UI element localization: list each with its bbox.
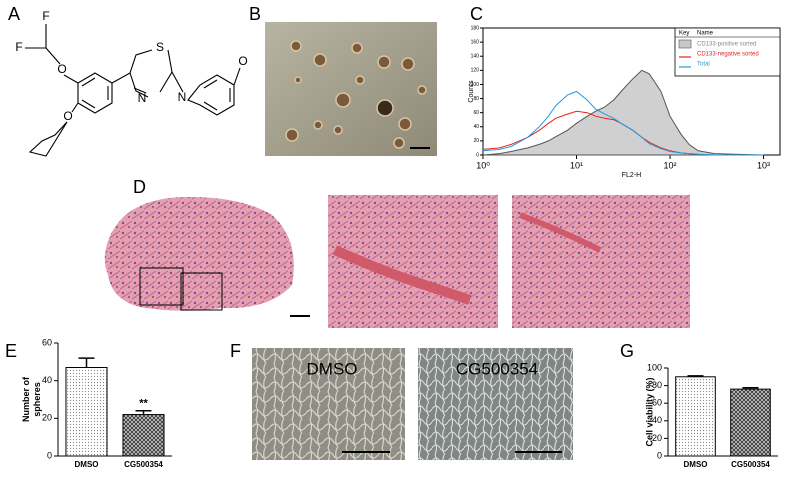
legend-box: [674, 27, 781, 77]
x-tick-label: CG500354: [124, 460, 163, 469]
y-axis-label: Counts: [468, 80, 475, 103]
spheres: [285, 40, 427, 149]
bar: [65, 366, 108, 457]
panel-c: C 10⁰ 10¹ 10² 10³ 0 20 40 60 80 100 120 140 160 180 FL…: [468, 4, 781, 179]
y-tick-label: 40: [42, 375, 52, 385]
error-bar: [742, 387, 759, 390]
legend-label: CD133-negative sorted: [697, 52, 759, 58]
y-tick-label: 40: [473, 124, 479, 130]
area: [482, 69, 764, 156]
panel-label: F: [230, 341, 241, 361]
atom: F: [15, 40, 22, 54]
y-tick-label: 20: [42, 413, 52, 423]
y-axis-label: spheres: [32, 382, 42, 417]
y-tick-label: 180: [471, 25, 480, 31]
x-tick-label: 10²: [664, 160, 677, 170]
y-tick-label: 0: [47, 450, 52, 460]
y-axis-label: Number of: [21, 376, 31, 422]
y-tick-label: 100: [471, 82, 480, 88]
histology-zoom: [512, 195, 690, 328]
phase-image: [252, 348, 405, 460]
x-tick-label: DMSO: [75, 460, 99, 469]
y-tick-label: 60: [652, 398, 662, 408]
panel-d: D: [104, 177, 690, 328]
atom: S: [156, 40, 164, 54]
atom: O: [238, 54, 247, 68]
legend-swatch: [678, 39, 692, 49]
x-tick-label: 10⁰: [476, 160, 490, 170]
atom: F: [42, 9, 49, 23]
y-tick-label: 100: [647, 362, 662, 372]
phase-image: [418, 348, 573, 460]
legend-header: Key: [679, 31, 689, 37]
y-tick-label: 80: [473, 96, 479, 102]
panel-a: A F F O O S N N O: [8, 4, 248, 157]
panel-f: F DMSO CG500354: [230, 341, 573, 460]
y-axis-label: Cell viability (%): [644, 377, 654, 446]
roi-box: [139, 267, 184, 306]
y-tick-label: 160: [471, 39, 480, 45]
tissue-section: [104, 196, 294, 311]
panel-label: C: [470, 4, 483, 24]
legend-label: CD133-positive sorted: [697, 42, 756, 48]
panel-label: D: [133, 177, 146, 197]
y-tick-label: 60: [42, 337, 52, 347]
atom: O: [57, 62, 66, 76]
x-axis-label: FL2-H: [622, 172, 641, 179]
tissue-feature: [332, 245, 472, 305]
y-tick-label: 120: [471, 68, 480, 74]
error-bar: [135, 410, 152, 415]
legend-header: Name: [697, 31, 714, 37]
panel-label: E: [5, 341, 17, 361]
panel-label: A: [8, 4, 20, 24]
bar: [730, 388, 771, 457]
atom: N: [178, 90, 187, 104]
atom: O: [63, 109, 72, 123]
y-tick-label: 40: [652, 415, 662, 425]
significance-label: **: [139, 398, 148, 410]
panel-e: E 0 20 40 60 Number of spheres DMSO CG500354 **: [5, 337, 172, 469]
panel-label: B: [249, 4, 261, 24]
x-tick-label: 10³: [757, 160, 770, 170]
y-tick-label: 60: [473, 110, 479, 116]
x-tick-label: 10¹: [570, 160, 583, 170]
image-label: CG500354: [456, 359, 538, 378]
y-tick-label: 140: [471, 54, 480, 60]
image-label: DMSO: [307, 359, 358, 378]
structure-bonds: [25, 24, 241, 157]
tissue-feature: [518, 212, 602, 253]
error-bar: [687, 375, 704, 377]
atom: N: [138, 91, 147, 105]
y-tick-label: 0: [657, 450, 662, 460]
y-tick-label: 80: [652, 380, 662, 390]
y-tick-label: 0: [476, 152, 479, 158]
y-tick-label: 20: [473, 138, 479, 144]
panel-b: B: [249, 4, 437, 156]
panel-g: G 0 20 40 60 80 100 Cell viability (%) DMSO CG50…: [620, 341, 778, 469]
x-tick-label: CG500354: [731, 460, 770, 469]
legend-label: Total: [697, 62, 710, 68]
x-tick-label: DMSO: [684, 460, 708, 469]
bar: [675, 376, 716, 457]
roi-box: [180, 272, 223, 311]
panel-label: G: [620, 341, 634, 361]
error-bar: [78, 357, 95, 368]
bar: [122, 414, 165, 457]
line: [482, 90, 764, 156]
y-tick-label: 20: [652, 433, 662, 443]
